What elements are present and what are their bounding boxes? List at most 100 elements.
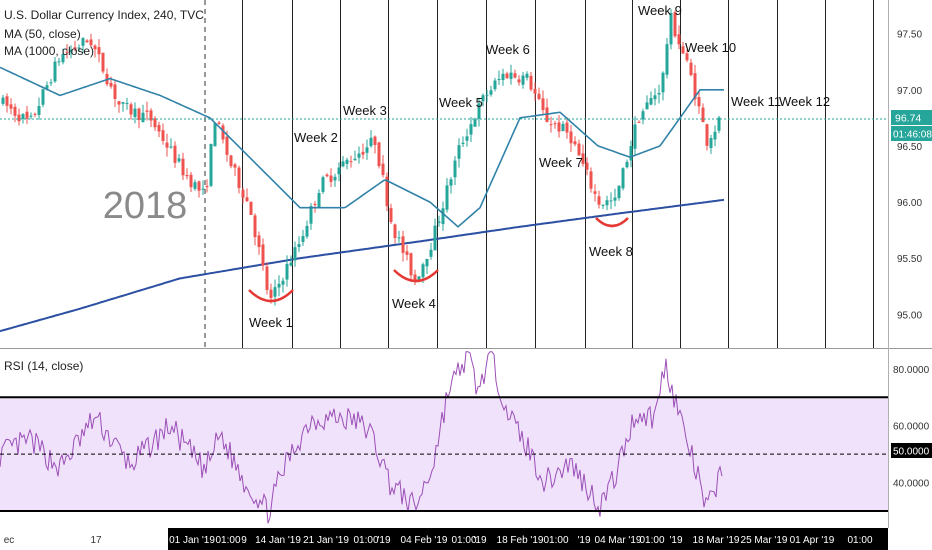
rsi-legend[interactable]: RSI (14, close)	[4, 359, 83, 373]
ma1000-legend[interactable]: MA (1000, close)	[4, 44, 94, 58]
candle-body	[713, 131, 717, 140]
candle-body	[169, 146, 173, 148]
candle	[505, 71, 509, 80]
candle-body	[457, 145, 461, 159]
week-label-8: Week 8	[589, 244, 633, 259]
candle-body	[637, 121, 641, 123]
candle	[585, 157, 589, 176]
candle-body	[77, 47, 81, 49]
time-tick-label: '19	[377, 535, 390, 546]
candle-body	[1, 97, 5, 104]
candle-body	[21, 114, 25, 119]
candle	[657, 84, 661, 104]
candle-body	[469, 124, 473, 135]
candle-body	[317, 192, 321, 208]
candle-body	[313, 204, 317, 206]
candle	[241, 187, 245, 204]
candle	[337, 162, 341, 182]
candle-body	[121, 102, 125, 104]
candle	[345, 157, 349, 170]
candle	[321, 175, 325, 194]
candle	[245, 188, 249, 202]
rsi-axis-ticks: 80.0000 60.0000 40.0000	[893, 365, 930, 490]
candle	[73, 40, 77, 52]
candle-body	[153, 118, 157, 128]
candle	[457, 138, 461, 168]
candle-body	[53, 61, 57, 82]
candle-body	[601, 204, 605, 206]
rsi-badge-bg	[891, 443, 932, 458]
candle	[489, 85, 493, 97]
time-tick-label: 18 Mar '19	[693, 535, 740, 546]
week-label-10: Week 10	[685, 40, 736, 55]
candle	[365, 139, 369, 160]
candle	[525, 71, 529, 81]
candle-body	[685, 53, 689, 61]
candle-body	[217, 122, 221, 124]
candle	[197, 180, 201, 198]
time-tick-label: 01 Jan '19	[169, 535, 215, 546]
candle-body	[553, 123, 557, 125]
ma50-legend[interactable]: MA (50, close)	[4, 27, 81, 41]
price-tick-label: 95.50	[897, 254, 922, 265]
candle	[717, 115, 721, 134]
candle	[633, 116, 637, 156]
candle	[221, 123, 225, 144]
candle	[621, 167, 625, 191]
rsi-tick-label: 40.0000	[893, 479, 930, 490]
candle-body	[473, 119, 477, 127]
candle-body	[205, 186, 209, 188]
candle-body	[605, 200, 609, 206]
candle	[281, 277, 285, 293]
time-tick-label: 01:00	[451, 535, 476, 546]
candle	[229, 154, 233, 169]
candle	[513, 69, 517, 79]
candle-body	[561, 123, 565, 132]
candle	[129, 102, 133, 120]
candle-body	[177, 158, 181, 162]
candle	[169, 138, 173, 149]
candle-body	[293, 247, 297, 261]
candle-body	[389, 208, 393, 222]
candle	[369, 130, 373, 148]
candle-body	[437, 221, 441, 223]
candle	[597, 190, 601, 209]
candle-body	[649, 98, 653, 105]
candle	[193, 179, 197, 191]
time-tick-label: 21 Jan '19	[303, 535, 349, 546]
candle	[473, 117, 477, 127]
candle	[249, 201, 253, 216]
candle-body	[625, 161, 629, 168]
candle-body	[329, 175, 333, 182]
symbol-title[interactable]: U.S. Dollar Currency Index, 240, TVC	[4, 8, 204, 22]
candle	[317, 189, 321, 208]
candle-body	[633, 124, 637, 149]
candle	[465, 128, 469, 147]
candle-body	[285, 263, 289, 280]
candle-body	[97, 47, 101, 55]
candle	[641, 108, 645, 125]
candle	[629, 140, 633, 168]
candle	[553, 121, 557, 129]
candle	[433, 218, 437, 251]
week-label-6: Week 6	[486, 42, 530, 57]
candle	[285, 255, 289, 287]
candle-body	[537, 93, 541, 100]
candle-body	[209, 143, 213, 186]
candle	[361, 143, 365, 160]
candle-body	[89, 39, 93, 46]
week-separators	[242, 0, 874, 348]
candle	[477, 97, 481, 127]
candle	[437, 215, 441, 227]
candle-body	[201, 188, 205, 190]
candle-body	[617, 185, 621, 199]
time-axis-bar[interactable]	[168, 528, 888, 550]
time-axis-left	[0, 528, 168, 550]
price-axis-background	[888, 0, 932, 550]
candle-body	[569, 131, 573, 144]
week-label-2: Week 2	[294, 130, 338, 145]
candle	[341, 156, 345, 168]
candle	[637, 120, 641, 123]
candle-body	[661, 72, 665, 93]
